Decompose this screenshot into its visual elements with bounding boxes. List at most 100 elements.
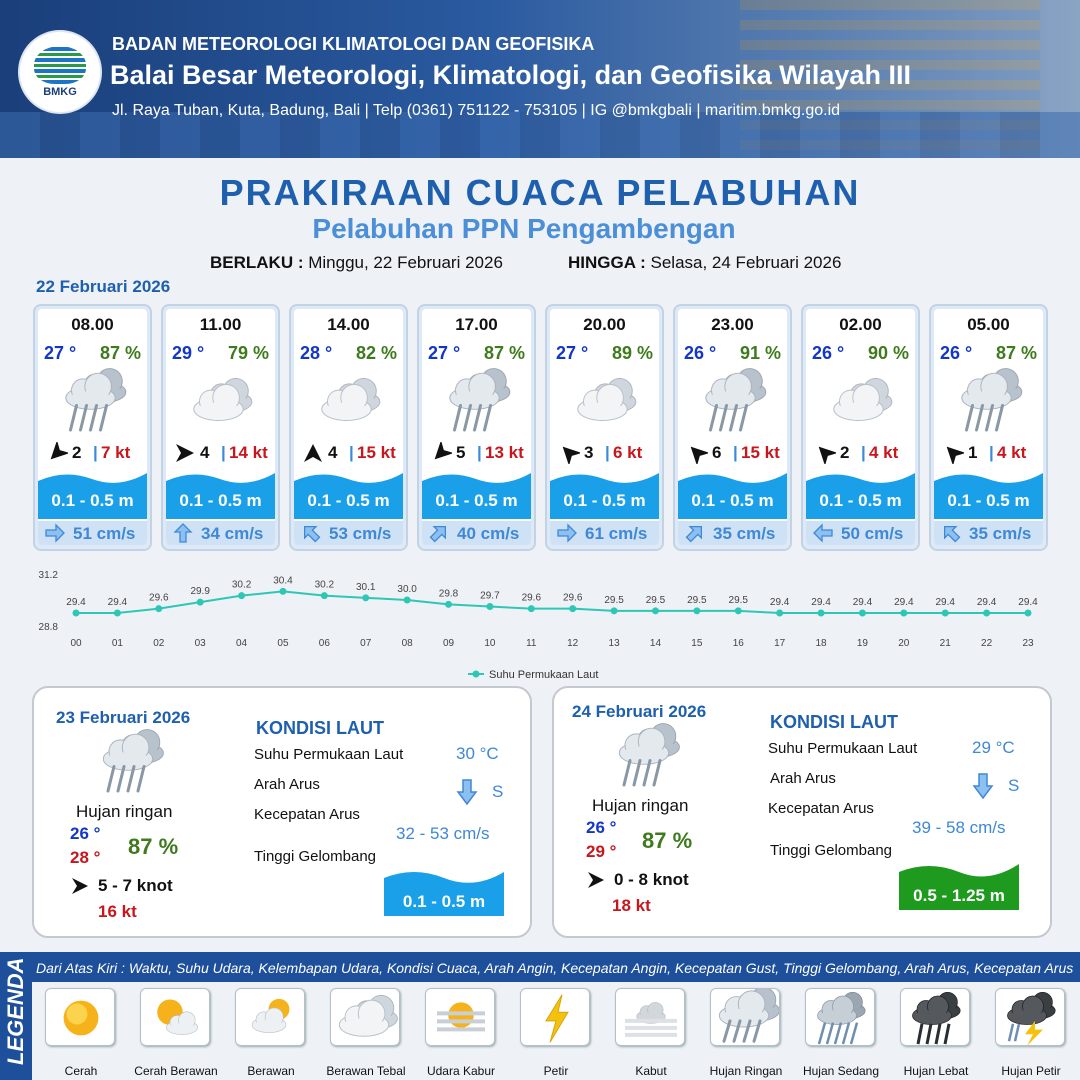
data-label: 30.1 (356, 582, 376, 593)
x-tick-label: 11 (526, 638, 537, 649)
berawan-tebal-icon (321, 377, 381, 421)
cerah-berawan-icon (157, 999, 198, 1035)
wind-info: 6 | 15 kt (678, 442, 787, 464)
hourly-card-body: 02.00 26 ° 90 % 2 | 4 kt 0.1 - 0.5 m 50 … (806, 309, 915, 545)
data-label: 29.4 (977, 597, 997, 608)
current-direction-icon (943, 525, 961, 543)
day-panel-24: 24 Februari 2026 Hujan ringan 26 ° 29 ° … (552, 686, 1052, 938)
humidity: 91 % (739, 343, 781, 363)
data-point (858, 609, 866, 617)
wind-speed: 3 (584, 443, 594, 462)
hujan-ringan-icon (705, 368, 767, 432)
hujan-ringan-icon (65, 368, 127, 432)
x-tick-label: 21 (940, 638, 952, 649)
hujan-ringan-icon (449, 368, 511, 432)
hourly-card-body: 17.00 27 ° 87 % 5 | 13 kt 0.1 - 0.5 m 40 (422, 309, 531, 545)
current-speed: 53 cm/s (329, 524, 392, 543)
wave-graphic (422, 473, 531, 519)
current-direction-label: Arah Arus (770, 770, 836, 787)
hujan-petir-icon (1007, 992, 1056, 1045)
petir-icon (545, 994, 569, 1043)
forecast-time: 20.00 (583, 315, 626, 334)
current-direction-icon (173, 523, 193, 543)
today-date: 22 Februari 2026 (36, 277, 171, 296)
wave-height-graphic (899, 864, 1019, 910)
hujan-sedang-icon (817, 992, 866, 1045)
legend-icon-box (615, 988, 685, 1046)
current-speed: 61 cm/s (585, 524, 648, 543)
legend-item: Petir (520, 988, 592, 1078)
wind-separator: | (93, 443, 98, 462)
data-label: 29.5 (687, 595, 707, 606)
valid-until-value: Selasa, 24 Februari 2026 (650, 253, 842, 272)
hourly-card: 11.00 29 ° 79 % 4 | 14 kt 0.1 - 0.5 m 34 (161, 304, 280, 551)
hujan-ringan-icon (718, 989, 779, 1043)
wave-graphic (806, 473, 915, 519)
day-wind-speed: 5 - 7 knot (98, 876, 173, 895)
hourly-card-body: 08.00 27 ° 87 % 2 | 7 kt 0.1 - 0.5 m 51 … (38, 309, 147, 545)
wind-separator: | (605, 443, 610, 462)
x-tick-label: 22 (981, 638, 993, 649)
wind-speed: 1 (968, 443, 978, 462)
data-point (279, 587, 287, 595)
wind-separator: | (349, 443, 354, 462)
arrow-down-icon (972, 773, 994, 800)
berawan-tebal-icon (338, 994, 398, 1037)
kabut-icon (625, 1002, 677, 1037)
day-panel-23: 23 Februari 2026 Hujan ringan 26 ° 28 ° … (32, 686, 532, 938)
air-temperature: 29 ° (172, 343, 205, 363)
wave-height-graphic (384, 872, 504, 916)
x-tick-label: 05 (277, 638, 289, 649)
x-tick-label: 20 (898, 638, 910, 649)
wind-direction-icon (72, 878, 88, 894)
current-direction-icon (685, 525, 703, 543)
data-point (900, 609, 908, 617)
forecast-time: 23.00 (711, 315, 754, 334)
air-temperature: 26 ° (940, 343, 973, 363)
hourly-card-body: 14.00 28 ° 82 % 4 | 15 kt 0.1 - 0.5 m 53 (294, 309, 403, 545)
data-label: 29.4 (853, 597, 873, 608)
wave-graphic (934, 473, 1043, 519)
data-point (983, 609, 991, 617)
wind-info: 2 | 4 kt (806, 442, 915, 464)
legend-icon-box (140, 988, 210, 1046)
data-point (362, 594, 370, 602)
legend-icon-box (900, 988, 970, 1046)
day-humidity: 87 % (128, 834, 179, 859)
sea-condition-heading: KONDISI LAUT (256, 718, 384, 738)
wind-direction-icon (50, 442, 68, 460)
wave-height: 0.1 - 0.5 m (51, 491, 134, 510)
berawan-tebal-icon (833, 377, 893, 421)
x-tick-label: 10 (484, 638, 496, 649)
forecast-time: 17.00 (455, 315, 498, 334)
legend-item: Cerah Berawan (134, 988, 218, 1078)
humidity: 79 % (227, 343, 269, 363)
legend-label: Hujan Sedang (802, 1064, 880, 1078)
sst-value: 29 °C (972, 738, 1015, 757)
hujan-lebat-icon (912, 992, 961, 1045)
current-direction-label: Arah Arus (254, 776, 320, 793)
x-tick-label: 01 (112, 638, 124, 649)
humidity: 87 % (483, 343, 525, 363)
gust-speed: 4 kt (869, 443, 899, 462)
legend-label: Hujan Ringan (709, 1064, 783, 1078)
hujan-ringan-icon (961, 368, 1023, 432)
data-label: 29.4 (811, 597, 831, 608)
wave-graphic (678, 473, 787, 519)
wave-graphic (166, 473, 275, 519)
data-point (445, 600, 453, 608)
data-label: 29.5 (604, 595, 624, 606)
data-point (693, 607, 701, 615)
current-speed: 51 cm/s (73, 524, 136, 543)
wave-graphic (294, 473, 403, 519)
x-tick-label: 09 (443, 638, 455, 649)
data-label: 29.4 (108, 597, 128, 608)
data-label: 30.2 (315, 580, 335, 591)
wave-height-label: Tinggi Gelombang (770, 842, 893, 859)
data-label: 30.2 (232, 580, 252, 591)
wind-info: 4 | 14 kt (166, 442, 275, 464)
air-temperature: 27 ° (44, 343, 77, 363)
legend-label: Cerah Berawan (134, 1064, 218, 1078)
humidity: 87 % (99, 343, 141, 363)
current-direction-icon (303, 525, 321, 543)
